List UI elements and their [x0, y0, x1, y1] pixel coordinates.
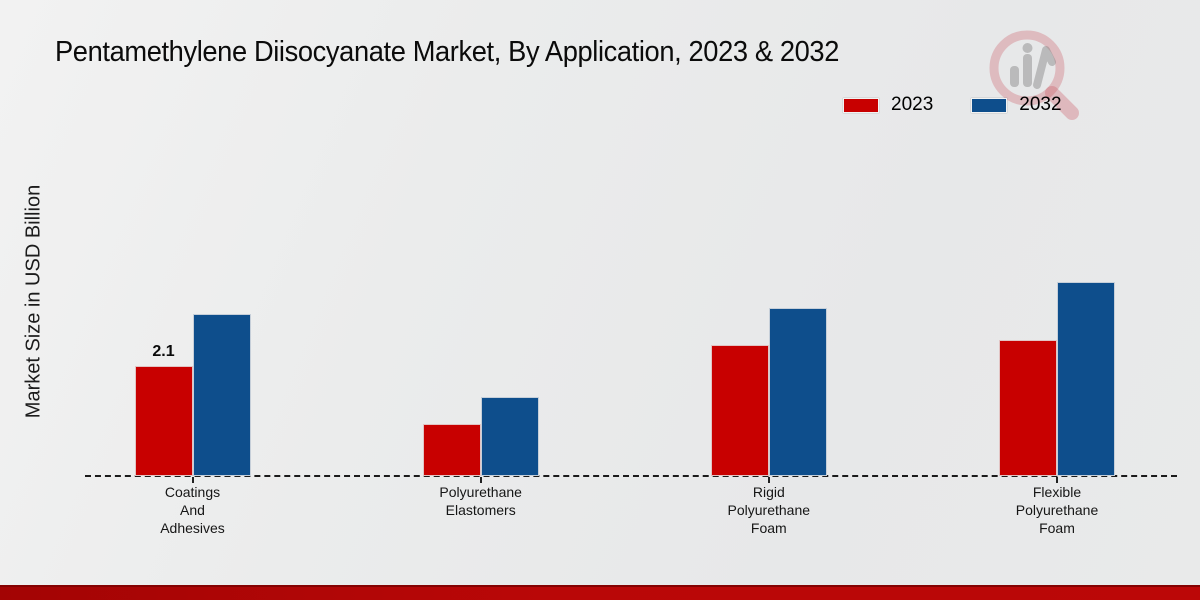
magnifier-bar-chart-logo-icon [989, 30, 1079, 120]
footer-red-band [0, 585, 1200, 600]
axis-tick-1 [479, 477, 482, 483]
category-label-1: Polyurethane Elastomers [439, 484, 522, 518]
y-axis-label: Market Size in USD Billion [22, 184, 45, 419]
axis-tick-0 [191, 477, 194, 483]
legend-swatch-2032 [971, 97, 1008, 113]
bar-value-label: 2.1 [152, 343, 175, 360]
category-label-2: Rigid Polyurethane Foam [727, 484, 811, 536]
legend-item-2023: 2023 [843, 94, 933, 116]
legend: 2023 2032 [843, 94, 1062, 116]
legend-label-2023: 2023 [891, 94, 934, 115]
chart-title: Pentamethylene Diisocyanate Market, By A… [55, 36, 840, 68]
zero-axis-line [85, 475, 1177, 477]
legend-item-2032: 2032 [971, 94, 1062, 116]
category-label-3: Flexible Polyurethane Foam [1015, 484, 1099, 536]
bar-2023-category-2 [710, 345, 769, 476]
bar-2023-category-1 [422, 424, 481, 476]
bar-2032-category-3 [1057, 282, 1115, 476]
legend-swatch-2023 [843, 97, 879, 113]
bar-2032-category-1 [480, 397, 539, 476]
bar-2032-category-2 [768, 308, 827, 476]
bar-2023-category-3 [999, 340, 1057, 476]
legend-label-2032: 2032 [1019, 94, 1062, 115]
category-label-0: Coatings And Adhesives [160, 484, 225, 536]
bar-2023-category-0 [134, 366, 193, 476]
axis-tick-3 [1056, 477, 1058, 483]
bar-2032-category-0 [192, 314, 251, 476]
axis-tick-2 [767, 477, 770, 483]
